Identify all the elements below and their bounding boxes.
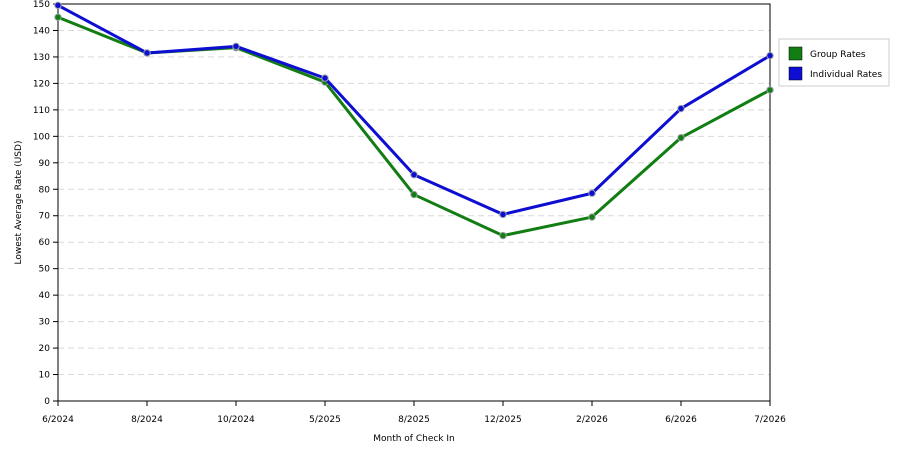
y-tick-label: 140: [33, 26, 50, 36]
y-tick-label: 110: [33, 106, 50, 116]
legend-label-individual-rates: Individual Rates: [810, 70, 882, 80]
x-tick-label: 6/2024: [42, 415, 74, 425]
y-tick-label: 120: [33, 79, 50, 89]
data-point: [677, 104, 685, 113]
y-tick-label: 150: [33, 0, 50, 10]
data-point: [588, 189, 596, 197]
legend: Group Rates Individual Rates: [778, 38, 890, 87]
data-point: [232, 42, 240, 51]
data-point: [321, 74, 329, 82]
y-tick-label: 70: [39, 212, 51, 222]
data-point: [54, 13, 62, 21]
x-tick-label: 8/2025: [398, 415, 430, 425]
legend-label-group-rates: Group Rates: [810, 50, 866, 60]
x-axis-ticks: 6/2024 8/2024 10/2024 5/2025 8/2025 12/2025 2/…: [42, 401, 786, 425]
y-tick-label: 60: [39, 238, 51, 248]
legend-swatch-group-rates: [788, 46, 803, 61]
y-tick-label: 50: [39, 265, 51, 275]
y-tick-label: 130: [33, 53, 50, 63]
y-tick-label: 20: [39, 344, 51, 354]
series-individual-rates: [54, 1, 774, 219]
x-tick-label: 7/2026: [754, 415, 786, 425]
x-tick-label: 2/2026: [576, 415, 608, 425]
legend-swatch-individual-rates: [788, 66, 803, 81]
x-tick-label: 6/2026: [665, 415, 697, 425]
y-tick-label: 30: [39, 318, 51, 328]
data-point: [766, 51, 774, 60]
x-axis-title: Month of Check In: [373, 434, 455, 444]
y-axis-title: Lowest Average Rate (USD): [14, 141, 24, 265]
gridlines: [58, 29, 770, 376]
data-point: [143, 49, 151, 57]
data-point: [54, 1, 62, 10]
data-point: [499, 231, 507, 240]
data-point: [499, 210, 507, 219]
y-tick-label: 100: [33, 132, 50, 142]
data-point: [766, 86, 774, 94]
axes: [57, 3, 771, 402]
y-tick-label: 10: [39, 371, 51, 381]
x-tick-label: 10/2024: [217, 415, 255, 425]
x-tick-label: 5/2025: [309, 415, 341, 425]
data-point: [588, 213, 596, 221]
data-point: [410, 171, 418, 179]
plot-area-frame: [57, 3, 771, 402]
series-group-rates: [54, 13, 774, 240]
data-point: [677, 133, 685, 142]
data-point: [410, 190, 418, 199]
y-tick-label: 90: [39, 159, 51, 169]
x-tick-label: 12/2025: [484, 415, 521, 425]
series: [54, 1, 774, 240]
y-tick-label: 40: [39, 291, 51, 301]
x-tick-label: 8/2024: [131, 415, 163, 425]
y-axis-ticks: 0 10 20 30 40 50 60 70 80 90 100 110 120 130 140 150: [33, 0, 58, 407]
y-tick-label: 0: [44, 397, 50, 407]
y-tick-label: 80: [39, 185, 51, 195]
